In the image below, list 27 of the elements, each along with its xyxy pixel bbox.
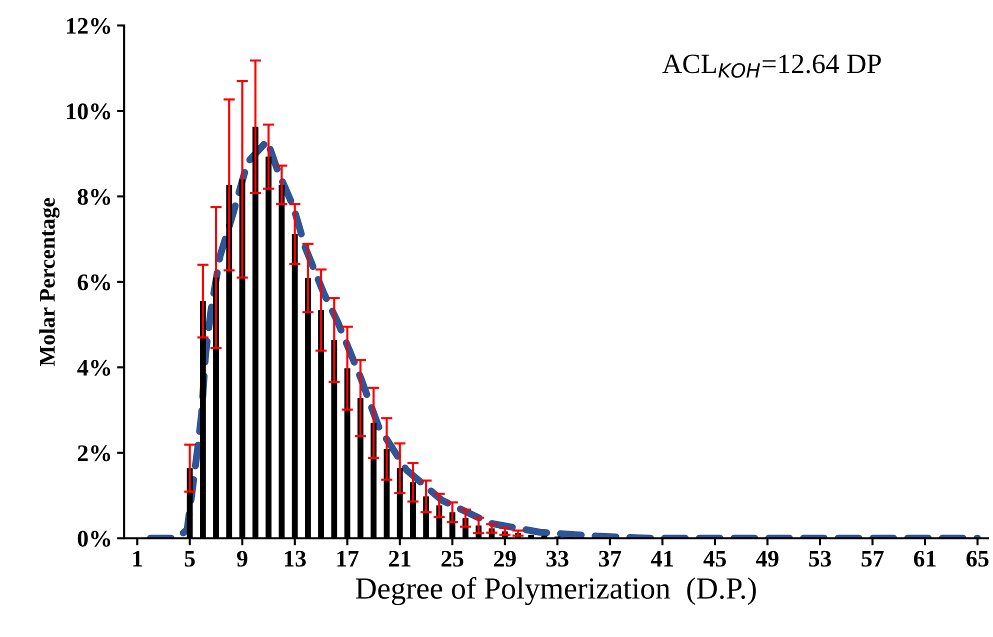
- x-tick-label: 25: [442, 550, 464, 567]
- y-tick-label: 10%: [66, 103, 110, 120]
- y-tick-label: 8%: [78, 188, 110, 205]
- x-tick-label: 37: [598, 550, 622, 567]
- y-tick-label: 12%: [66, 18, 110, 34]
- x-tick-label: 49: [756, 550, 778, 567]
- x-tick-label: 61: [914, 550, 936, 567]
- x-tick-label: 45: [703, 550, 726, 567]
- x-tick-label: 13: [284, 550, 306, 567]
- y-tick-label: 2%: [78, 445, 110, 462]
- x-tick-label: 33: [546, 550, 568, 567]
- y-tick-label: 4%: [77, 360, 110, 376]
- x-tick-label: 9: [237, 550, 248, 567]
- x-tick-label: 41: [650, 550, 674, 566]
- y-tick-label: 0%: [78, 530, 110, 547]
- y-tick-label: 6%: [78, 274, 110, 290]
- x-tick-label: 5: [184, 550, 195, 567]
- x-tick-label: 21: [389, 550, 410, 566]
- x-tick-label: 17: [337, 550, 359, 566]
- x-tick-label: 1: [133, 550, 142, 566]
- x-axis-title: Degree of Polymerization (D.P.): [356, 577, 756, 606]
- x-tick-label: 65: [966, 550, 988, 567]
- x-tick-label: 57: [862, 550, 884, 567]
- x-tick-label: 29: [494, 550, 516, 567]
- annotation: ACL$_{KOH}$=12.64 DP: [662, 54, 881, 78]
- y-axis-title: Molar Percentage: [39, 198, 60, 366]
- x-tick-label: 53: [809, 550, 831, 567]
